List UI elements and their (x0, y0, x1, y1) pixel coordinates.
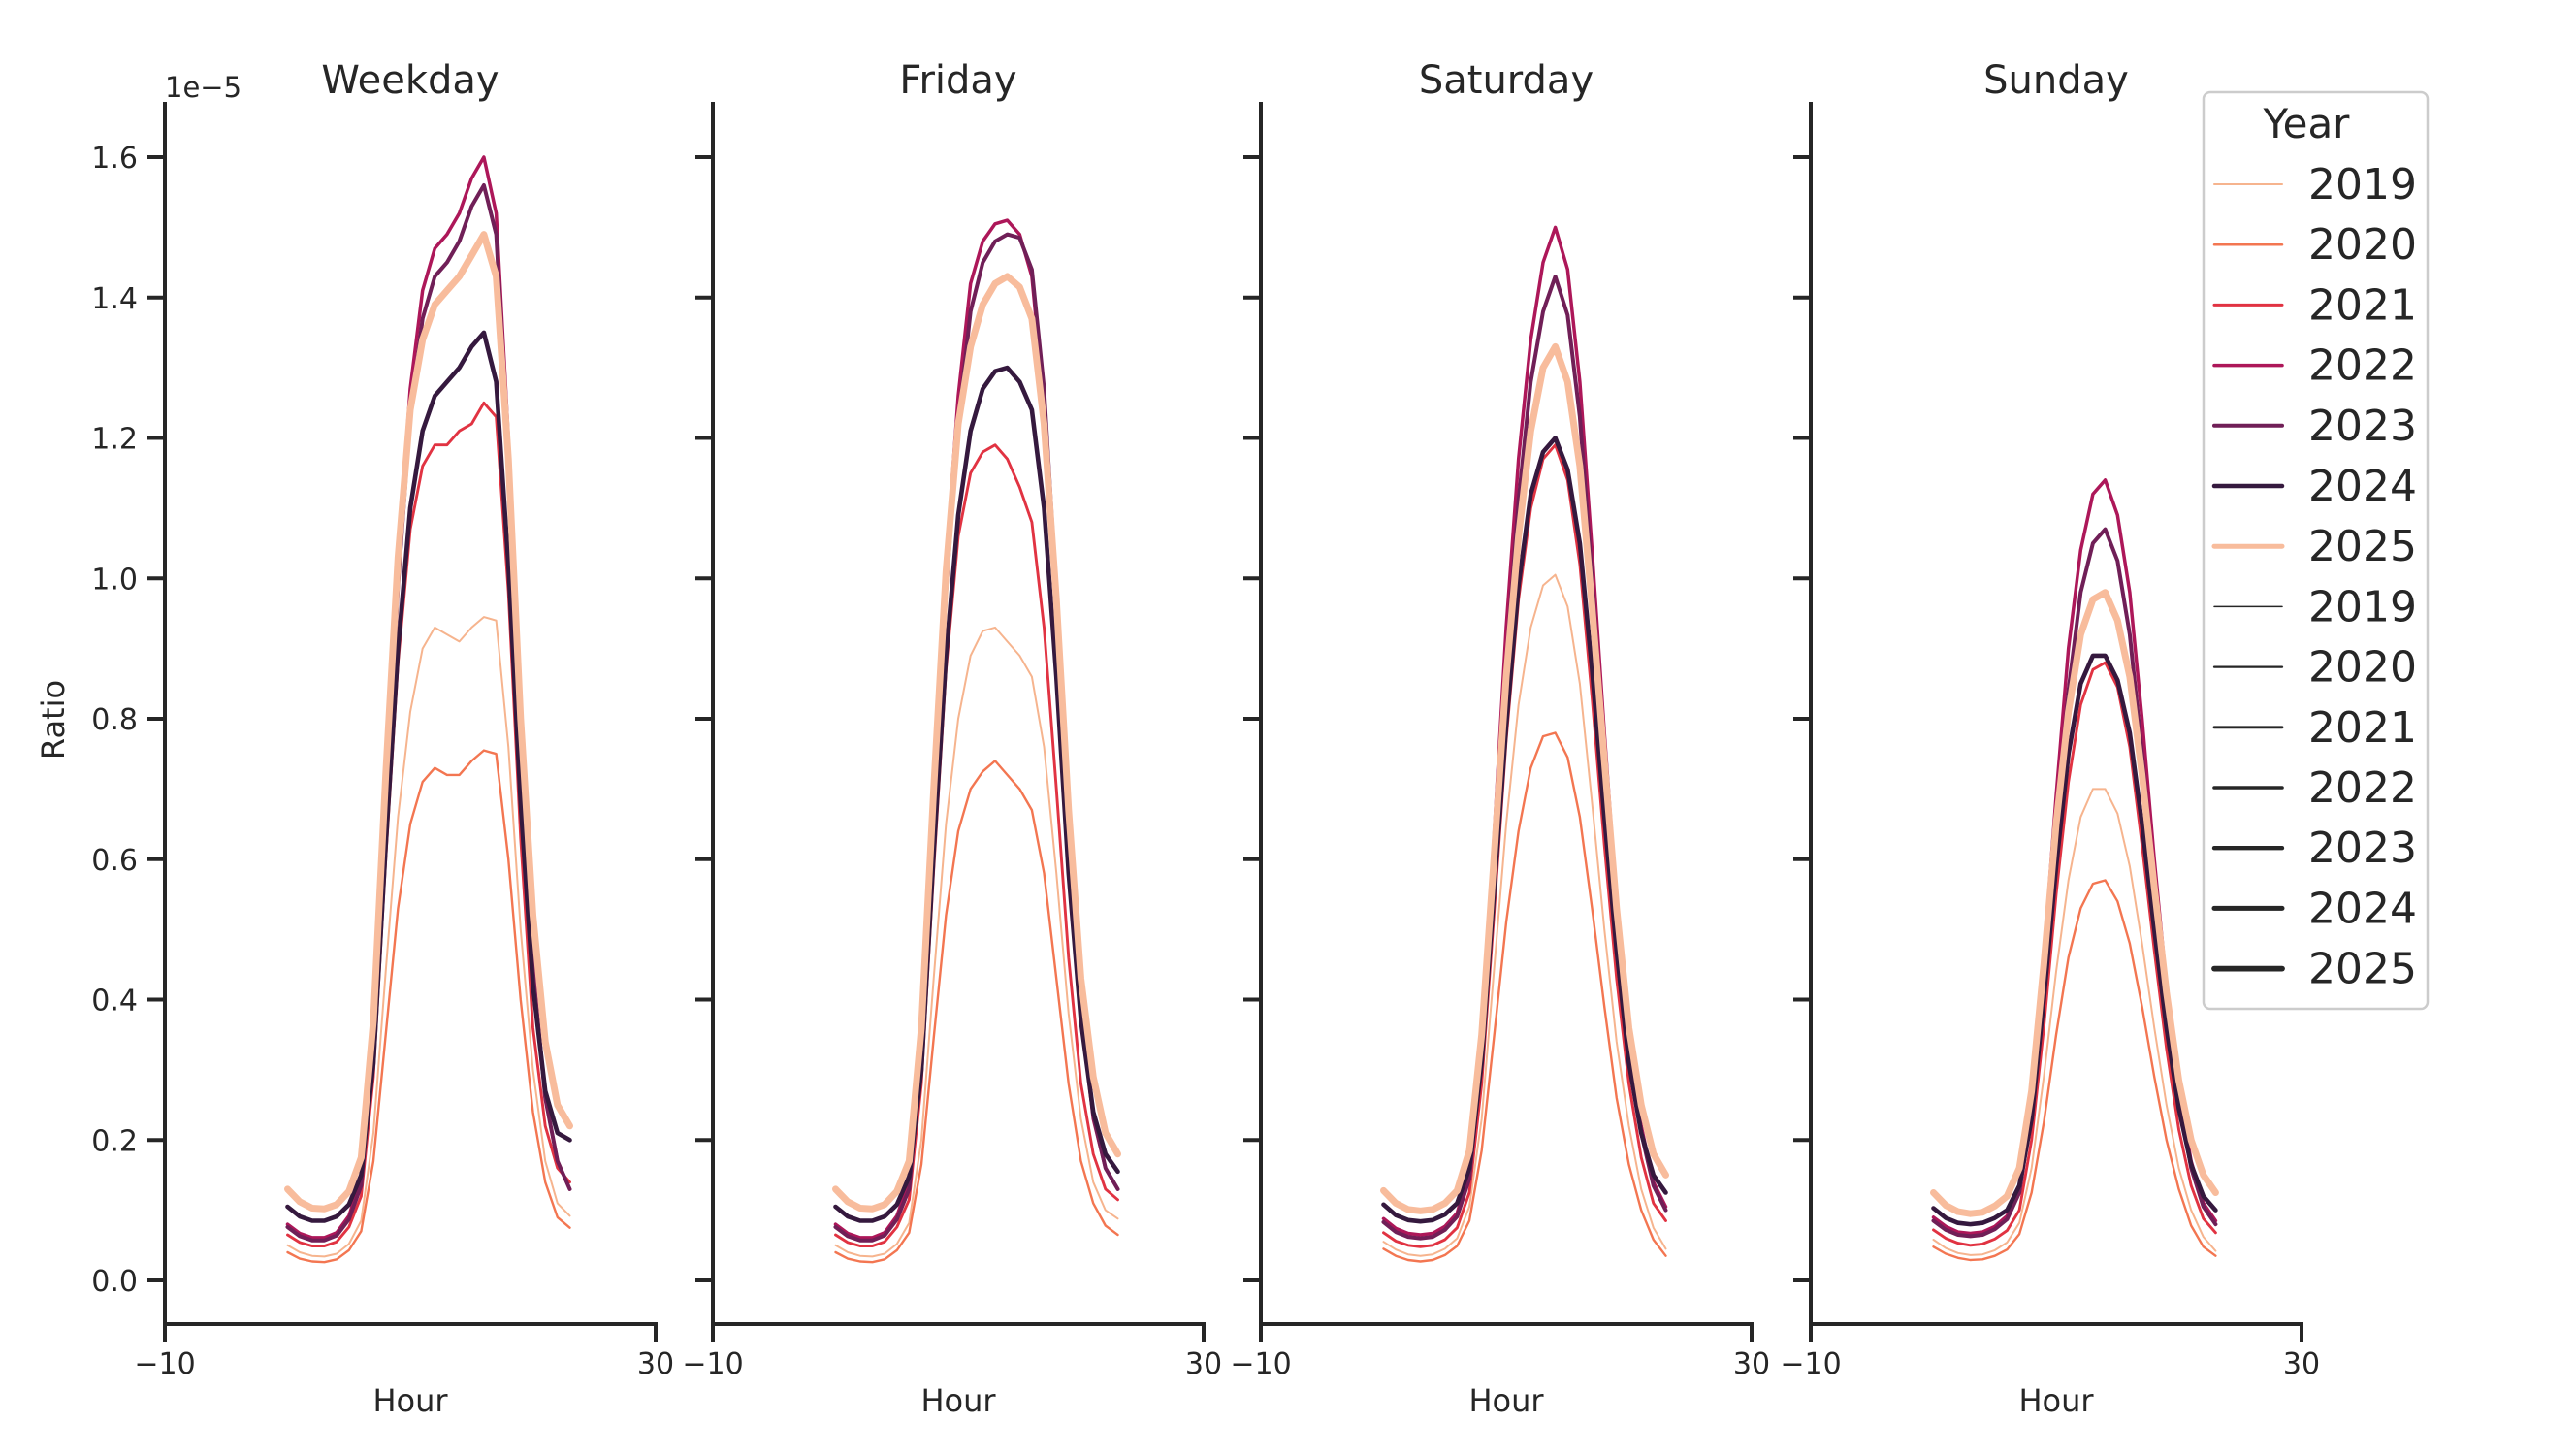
y-tick-label: 1.0 (91, 563, 138, 597)
series-line-2025-sunday (1930, 589, 2219, 1217)
x-tick-label: 30 (1185, 1347, 1222, 1381)
legend-entry-hue-2022: 2022 (2212, 341, 2417, 391)
series-line-2022-sunday (1931, 478, 2218, 1236)
legend-entry-label: 2024 (2308, 884, 2417, 933)
legend-entry-hue-2021: 2021 (2212, 280, 2417, 330)
y-axis-offset-label: 1e−5 (165, 71, 242, 104)
legend-entry-label: 2025 (2308, 522, 2417, 571)
x-axis-label: Hour (920, 1382, 996, 1419)
legend-entry-hue-2020: 2020 (2212, 220, 2417, 270)
series-line-2021-saturday (1382, 443, 1667, 1248)
legend-entry-label: 2022 (2308, 341, 2417, 391)
legend-entry-label: 2019 (2308, 160, 2417, 210)
series-line-2020-saturday (1382, 731, 1667, 1263)
y-tick-label: 0.8 (91, 703, 138, 737)
series-line-2019-friday (834, 626, 1119, 1258)
legend-entry-label: 2022 (2308, 763, 2417, 813)
panel-sunday: −10 30 Sunday Hour (1780, 58, 2320, 1419)
legend-entry-size-2025: 2025 (2211, 945, 2417, 994)
series-line-2023-friday (833, 232, 1120, 1243)
legend-entry-hue-2025: 2025 (2211, 522, 2417, 571)
legend-title: Year (2263, 100, 2351, 147)
series-line-2019-saturday (1382, 573, 1667, 1257)
series-line-2024-friday (833, 365, 1120, 1223)
x-axis-label: Hour (2018, 1382, 2094, 1419)
legend-entry-label: 2021 (2308, 703, 2417, 753)
legend-entry-hue-2024: 2024 (2211, 462, 2417, 511)
y-tick-label: 1.4 (91, 282, 138, 316)
series-line-2019-sunday (1932, 788, 2217, 1256)
y-tick-label: 0.4 (91, 985, 138, 1018)
panel-title: Saturday (1419, 58, 1594, 103)
series-line-2019-weekday (286, 616, 571, 1258)
series-line-2023-weekday (285, 183, 572, 1243)
legend-entry-size-2021: 2021 (2212, 703, 2417, 753)
panel-title: Weekday (321, 58, 499, 103)
legend-entry-label: 2025 (2308, 945, 2417, 994)
series-line-2025-saturday (1380, 342, 1669, 1214)
legend-entry-size-2024: 2024 (2211, 884, 2417, 933)
legend-entry-label: 2019 (2308, 582, 2417, 631)
series-line-2021-friday (834, 443, 1119, 1247)
legend-entry-hue-2023: 2023 (2212, 402, 2417, 451)
y-axis-label: Ratio (35, 680, 72, 760)
y-tick-label: 0.2 (91, 1124, 138, 1158)
x-axis-label: Hour (1468, 1382, 1544, 1419)
legend-entry-size-2022: 2022 (2212, 763, 2417, 813)
y-tick-label: 1.2 (91, 423, 138, 457)
legend-entry-label: 2020 (2308, 220, 2417, 270)
panel-title: Friday (899, 58, 1016, 103)
x-tick-label: −10 (1230, 1347, 1291, 1381)
legend: Year 2019 2020 2021 2022 2023 2024 2025 2019 2020… (2202, 90, 2430, 1011)
legend-box (2202, 90, 2430, 1011)
x-axis-label: Hour (372, 1382, 448, 1419)
x-tick-label: 30 (637, 1347, 674, 1381)
legend-entry-label: 2024 (2308, 462, 2417, 511)
legend-entry-hue-2019: 2019 (2213, 160, 2417, 210)
legend-entry-label: 2020 (2308, 643, 2417, 693)
y-tick-label: 1.6 (91, 142, 138, 176)
panel-weekday: 0.0 0.2 0.4 0.6 0.8 1.0 1.2 1.4 1.6 −10 30 Weekday H… (91, 58, 674, 1419)
series-line-2025-friday (832, 273, 1121, 1212)
y-tick-label: 0.6 (91, 844, 138, 878)
panel-saturday: −10 30 Saturday Hour (1230, 58, 1770, 1419)
legend-entry-size-2023: 2023 (2211, 824, 2417, 873)
series-line-2021-weekday (286, 401, 571, 1247)
series-line-2020-friday (834, 760, 1119, 1264)
legend-entry-label: 2023 (2308, 824, 2417, 873)
x-tick-label: −10 (134, 1347, 195, 1381)
y-tick-label: 0.0 (91, 1265, 138, 1299)
panel-title: Sunday (1983, 58, 2129, 103)
legend-entry-size-2020: 2020 (2212, 643, 2417, 693)
series-line-2024-sunday (1931, 653, 2218, 1227)
legend-entry-label: 2023 (2308, 402, 2417, 451)
x-tick-label: −10 (1780, 1347, 1841, 1381)
series-line-2023-sunday (1931, 527, 2218, 1239)
x-tick-label: 30 (2283, 1347, 2320, 1381)
series-line-2020-sunday (1932, 879, 2217, 1262)
series-line-2025-weekday (284, 231, 573, 1212)
series-line-2020-weekday (286, 749, 571, 1264)
x-tick-label: 30 (1733, 1347, 1770, 1381)
series-line-2024-weekday (285, 330, 572, 1223)
series-line-2022-friday (833, 218, 1120, 1240)
series-line-2024-saturday (1381, 436, 1668, 1224)
x-tick-label: −10 (682, 1347, 743, 1381)
panel-friday: −10 30 Friday Hour (682, 58, 1222, 1419)
legend-entry-label: 2021 (2308, 280, 2417, 330)
series-line-2021-sunday (1932, 661, 2217, 1247)
legend-entry-size-2019: 2019 (2213, 582, 2417, 631)
